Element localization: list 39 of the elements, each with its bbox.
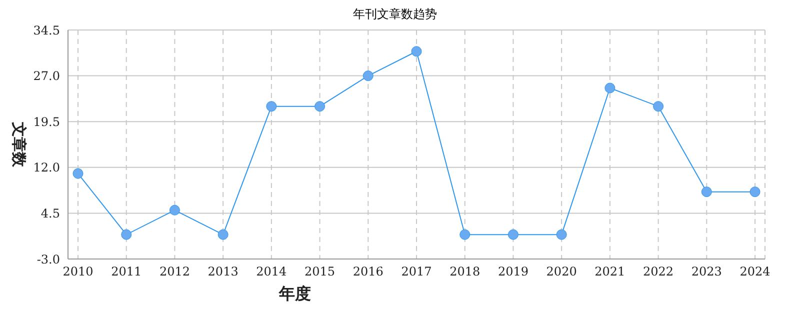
x-tick-label: 2014 bbox=[256, 264, 288, 279]
x-tick-label: 2021 bbox=[594, 264, 626, 279]
x-tick-label: 2012 bbox=[159, 264, 190, 279]
point bbox=[508, 229, 518, 240]
x-tick-label: 2022 bbox=[643, 264, 674, 279]
point bbox=[314, 101, 326, 112]
x-tick-label: 2015 bbox=[304, 264, 336, 279]
point bbox=[653, 101, 664, 112]
x-tick-label: 2010 bbox=[62, 264, 94, 279]
y-tick-label: 19.5 bbox=[33, 114, 60, 129]
y-tick-label: 34.5 bbox=[33, 23, 60, 38]
point bbox=[701, 186, 712, 198]
point bbox=[72, 168, 84, 179]
x-tick-label: 2011 bbox=[111, 264, 142, 279]
y-tick-label: 12.0 bbox=[33, 160, 60, 175]
point bbox=[604, 82, 616, 94]
x-tick-label: 2016 bbox=[352, 264, 384, 279]
point bbox=[218, 229, 228, 240]
point bbox=[266, 101, 277, 112]
chart-title: 年刊文章数趋势 bbox=[352, 6, 438, 23]
x-axis-title: 年度 bbox=[278, 284, 311, 303]
point bbox=[556, 229, 567, 240]
x-tick-label: 2023 bbox=[691, 264, 722, 279]
x-tick-label: 2013 bbox=[208, 264, 238, 279]
x-tick-label: 2020 bbox=[546, 264, 577, 279]
point bbox=[169, 204, 180, 216]
point bbox=[362, 70, 374, 82]
x-tick-label: 2018 bbox=[450, 264, 480, 279]
y-tick-label: -3.0 bbox=[36, 252, 60, 266]
point bbox=[750, 186, 760, 198]
y-tick-label: 27.0 bbox=[33, 69, 60, 84]
y-tick-label: 4.5 bbox=[40, 206, 60, 220]
point bbox=[121, 229, 132, 240]
x-tick-label: 2024 bbox=[740, 264, 771, 279]
x-tick-label: 2017 bbox=[401, 264, 432, 279]
y-axis-title: 文章数 bbox=[10, 121, 28, 168]
point bbox=[411, 46, 422, 57]
point bbox=[460, 229, 470, 240]
x-tick-label: 2019 bbox=[498, 264, 528, 279]
